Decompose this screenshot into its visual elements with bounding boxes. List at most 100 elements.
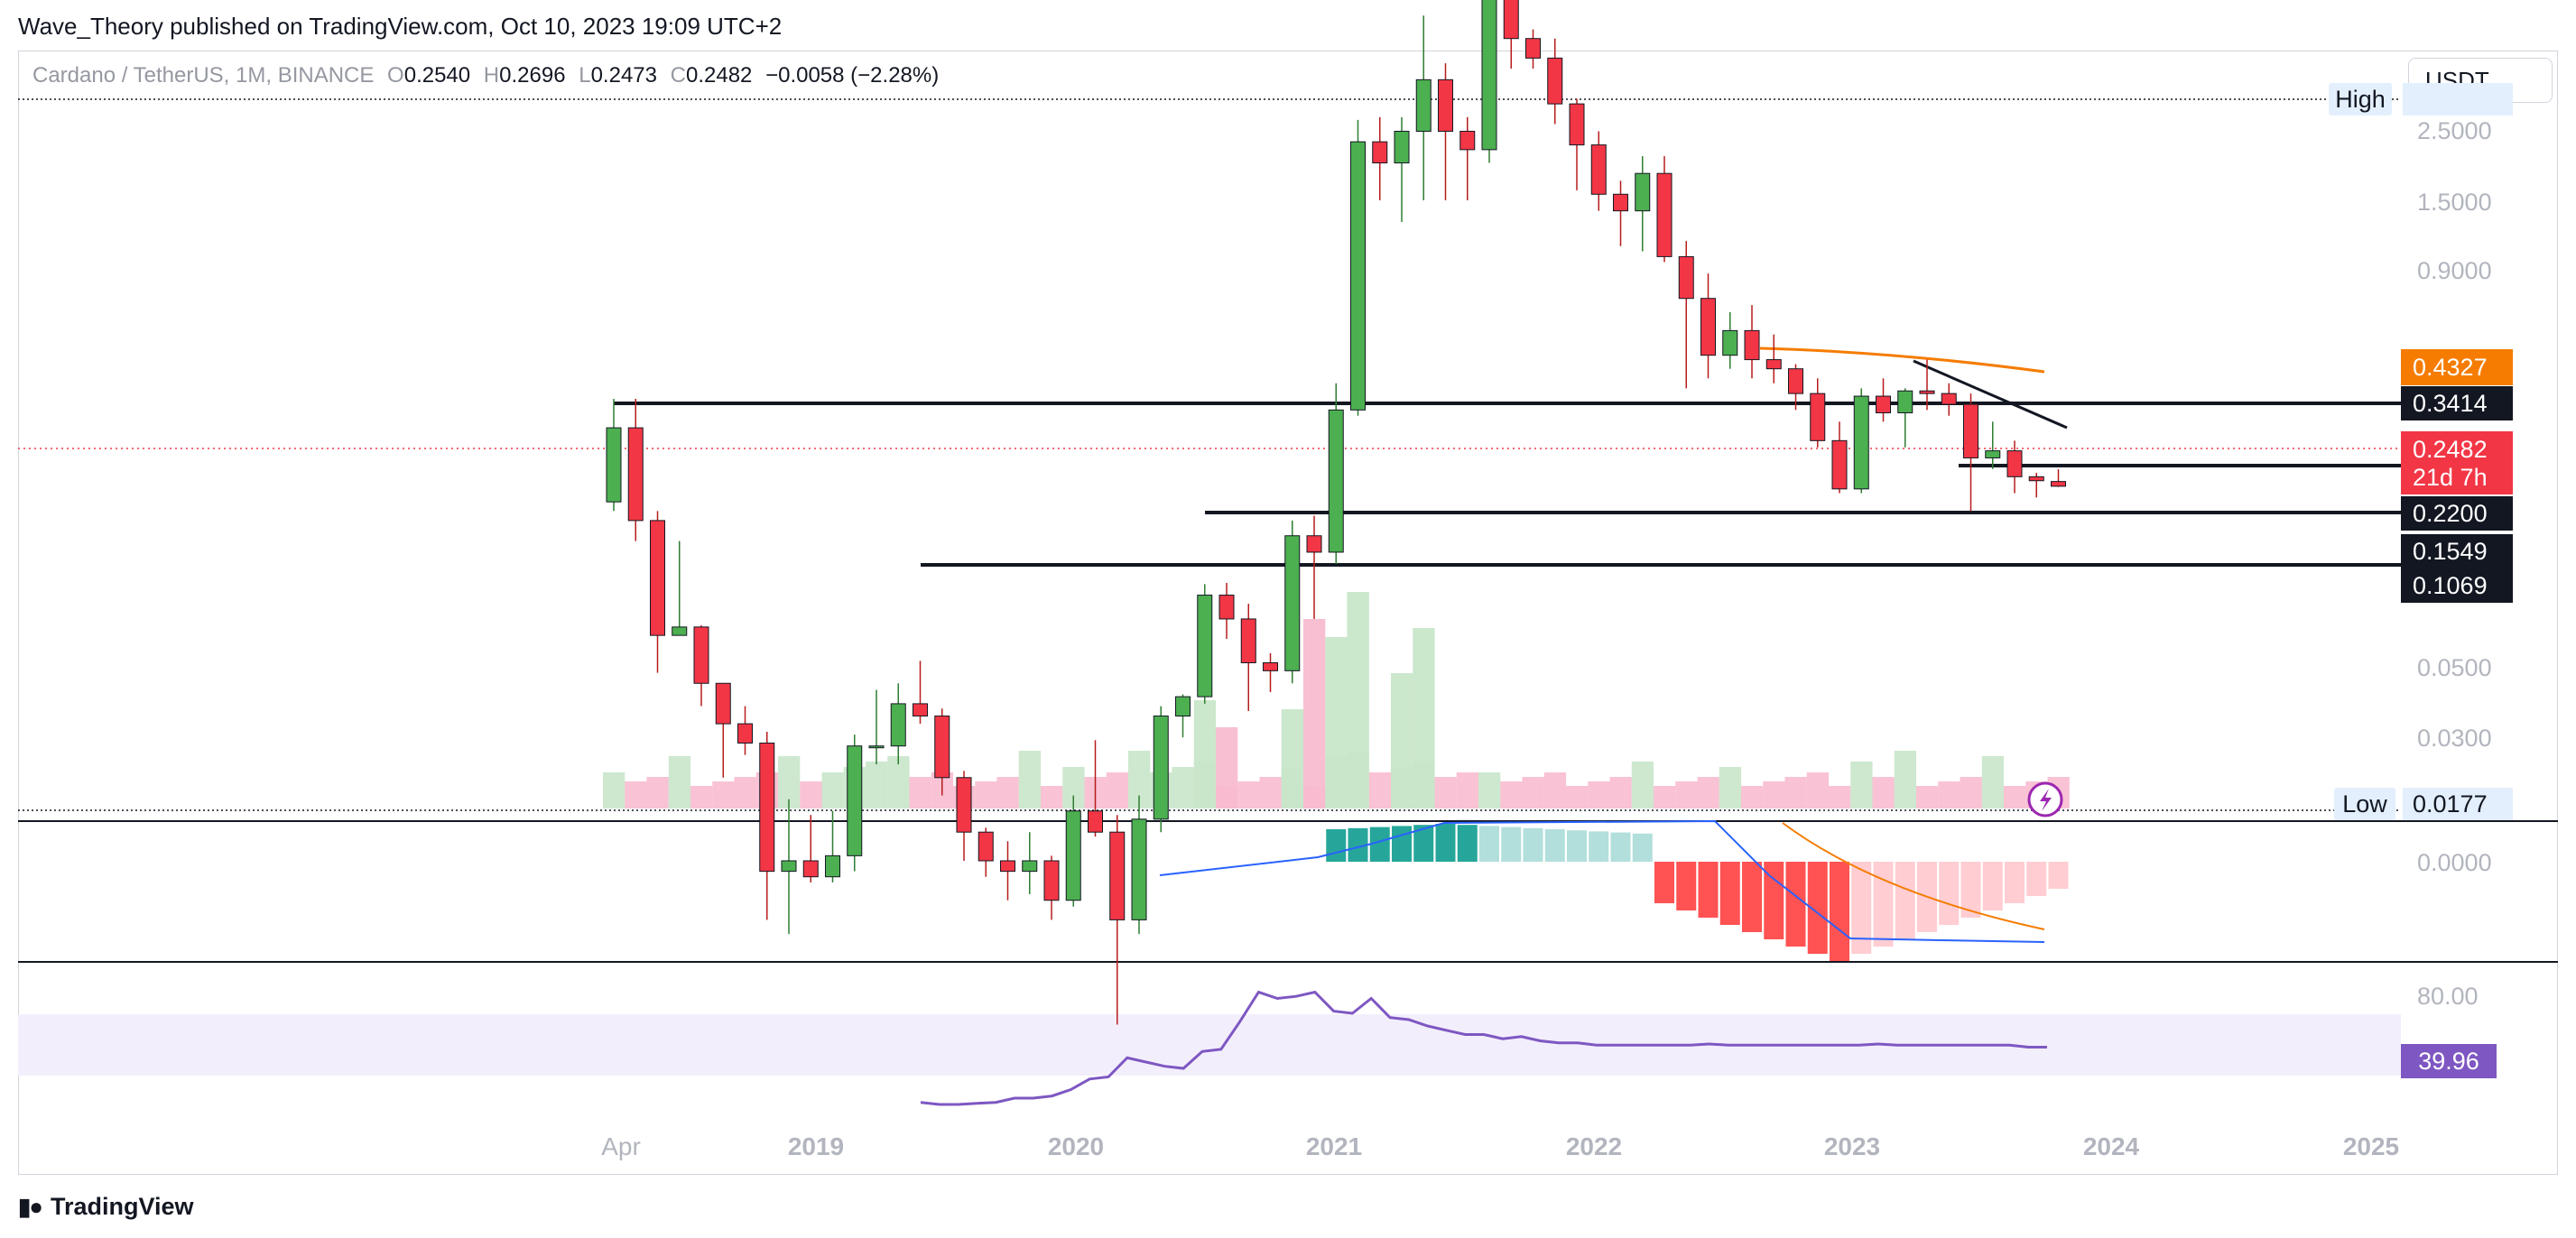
volume-bar	[1784, 777, 1807, 808]
candle-body	[1088, 810, 1103, 833]
candle-body	[715, 682, 731, 725]
level-lines	[614, 346, 2401, 567]
macd-signal-line	[1782, 822, 2045, 930]
volume-bar	[603, 772, 625, 808]
volume-bar	[1500, 781, 1523, 808]
macd-axis-tick: 0.0000	[2417, 849, 2492, 876]
volume-bar	[1938, 781, 1960, 808]
volume-bar	[1609, 777, 1632, 808]
close-label: C	[670, 63, 686, 88]
macd-layer	[1159, 819, 2069, 961]
candles-layer	[606, 0, 2066, 1025]
rsi-band	[18, 1014, 2401, 1076]
time-axis[interactable]: Apr 2019 2020 2021 2022 2023 2024 2025	[601, 1132, 2399, 1160]
candle-body	[1547, 57, 1563, 105]
candle-body	[693, 626, 709, 684]
volume-spike	[1281, 709, 1304, 808]
high-value: 0.2696	[499, 63, 566, 88]
macd-bar	[1830, 862, 1849, 961]
candle-body	[672, 626, 688, 636]
price-tick: 0.9000	[2417, 257, 2492, 284]
macd-bar	[1501, 827, 1522, 862]
volume-bar	[1829, 786, 1851, 808]
candle-body	[1941, 393, 1957, 405]
candle-body	[1438, 79, 1453, 132]
candle-body	[1788, 368, 1803, 394]
volume-bar	[1106, 772, 1129, 808]
volume-bar	[1543, 772, 1567, 808]
volume-bar	[1631, 762, 1654, 808]
volume-bar	[1588, 781, 1610, 808]
macd-bar	[1960, 862, 1981, 918]
volume-bar	[800, 781, 822, 808]
rsi-layer	[920, 990, 2047, 1106]
lightning-icon[interactable]	[2027, 781, 2063, 818]
volume-bar	[1368, 772, 1392, 808]
macd-bar	[1676, 862, 1697, 910]
price-tick: 2.5000	[2417, 117, 2492, 144]
price-tick: 0.0300	[2417, 725, 2492, 752]
volume-bar	[1478, 772, 1501, 808]
macd-bar	[1544, 829, 1565, 862]
time-tick: 2019	[788, 1132, 844, 1160]
time-tick: 2025	[2343, 1132, 2399, 1160]
volume-spike	[1193, 700, 1217, 808]
candle-body	[890, 703, 906, 747]
high-label: High	[2335, 86, 2386, 113]
candle-body	[1065, 810, 1081, 901]
volume-bar	[1434, 777, 1457, 808]
macd-bar	[1785, 862, 1806, 947]
macd-bar	[1326, 829, 1347, 862]
volume-bar	[1916, 786, 1939, 808]
footer-brand[interactable]: ▮● TradingView	[18, 1193, 194, 1221]
volume-bar	[1806, 772, 1830, 808]
candle-body	[606, 427, 622, 503]
trendline	[1913, 359, 2068, 430]
candle-body	[802, 860, 819, 878]
candle-body	[627, 427, 644, 522]
candle-body	[1481, 0, 1497, 151]
level-tag-value: 0.2200	[2413, 500, 2488, 527]
volume-bar	[1566, 786, 1589, 808]
level-tag-box	[2401, 496, 2513, 531]
volume-bar	[975, 781, 997, 808]
candle-body	[1853, 395, 1869, 490]
volume-bar	[1172, 767, 1194, 808]
candle-body	[934, 716, 950, 779]
price-axis[interactable]: 2.5000 1.5000 0.9000 0.0500 0.0300	[2417, 117, 2492, 752]
candle-body	[1219, 595, 1235, 620]
current-price-tag	[2401, 431, 2513, 494]
high-value-box	[2403, 83, 2513, 115]
time-tick: 2024	[2083, 1132, 2140, 1160]
chart-frame	[18, 51, 2558, 1175]
volume-bar	[1872, 777, 1895, 808]
candle-body	[1263, 662, 1278, 671]
high-label-box	[2329, 83, 2392, 115]
low-value: 0.2473	[590, 63, 657, 88]
candle-body	[1876, 395, 1891, 414]
volume-bar	[1894, 751, 1917, 808]
tradingview-logo-icon: ▮●	[18, 1193, 43, 1220]
volume-bar	[2004, 786, 2026, 808]
candle-body	[2028, 476, 2044, 482]
candle-body	[1394, 130, 1410, 164]
candle-body	[2006, 450, 2023, 477]
symbol-label[interactable]: Cardano / TetherUS, 1M, BINANCE	[32, 63, 375, 88]
volume-bar	[1741, 786, 1764, 808]
macd-bar	[1523, 827, 1543, 862]
candle-body	[1350, 141, 1366, 411]
candle-body	[1656, 172, 1673, 257]
volume-bar	[1018, 751, 1042, 808]
candle-body	[1831, 439, 1848, 490]
volume-bar	[712, 781, 735, 808]
volume-spike	[1413, 628, 1435, 808]
price-tick: 1.5000	[2417, 189, 2492, 216]
macd-bar	[1851, 862, 1872, 954]
moving-average-line	[1759, 346, 2045, 374]
rsi-value: 39.96	[2418, 1048, 2479, 1075]
candle-body	[978, 831, 994, 862]
level-tag-value: 0.1549	[2413, 538, 2488, 565]
macd-bar	[1457, 825, 1478, 862]
high-label: H	[483, 63, 500, 88]
